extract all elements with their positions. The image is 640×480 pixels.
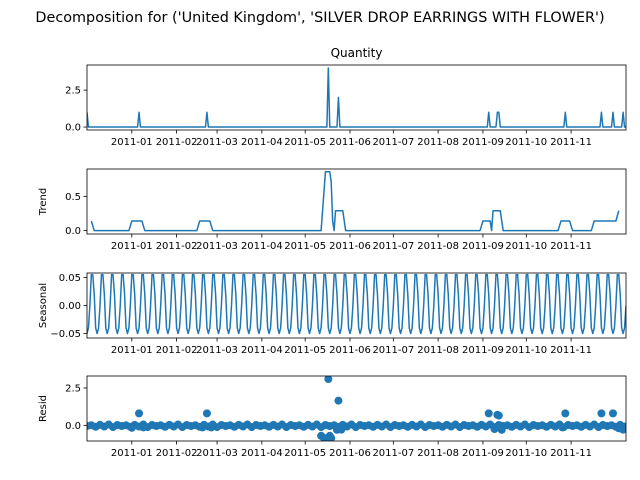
x-tick-label: 2011-03 [196,448,238,459]
resid-point [202,409,211,418]
x-tick-label: 2011-08 [417,345,459,356]
resid-point [558,423,567,432]
y-tick-label: 0.0 [65,123,81,134]
y-tick-label: 0.00 [59,301,81,312]
resid-point [608,409,617,418]
x-tick-label: 2011-05 [284,448,326,459]
plot-area [87,376,626,441]
x-tick-label: 2011-09 [462,345,504,356]
resid-point [561,409,570,418]
axes-frame [86,64,627,131]
seasonal-line [87,273,626,335]
x-tick-label: 2011-02 [156,241,198,252]
x-tick-label: 2011-10 [505,137,547,148]
x-tick-label: 2011-06 [329,241,371,252]
x-tick-label: 2011-06 [329,137,371,148]
x-tick-label: 2011-01 [111,137,153,148]
x-tick-label: 2011-02 [156,345,198,356]
figure-suptitle: Decomposition for ('United Kingdom', 'SI… [35,10,604,26]
quantity-line [87,67,626,128]
axes-frame [86,168,627,235]
resid-point [327,434,336,441]
panel-title: Quantity [331,46,383,60]
x-tick-label: 2011-01 [111,241,153,252]
resid-point [619,425,626,434]
y-tick-label: 0.05 [59,273,81,284]
plot-area [87,273,626,335]
x-tick-label: 2011-11 [550,137,592,148]
x-tick-label: 2011-02 [156,448,198,459]
x-tick-label: 2011-11 [550,241,592,252]
y-tick-label: 0.0 [65,226,81,237]
resid-point [494,411,503,420]
x-tick-label: 2011-01 [111,448,153,459]
x-tick-label: 2011-07 [372,241,414,252]
x-tick-label: 2011-11 [550,448,592,459]
x-tick-label: 2011-03 [196,241,238,252]
resid-point [334,396,343,405]
x-tick-label: 2011-04 [241,448,283,459]
y-tick-label: 2.5 [65,86,81,97]
x-tick-label: 2011-07 [372,448,414,459]
x-tick-label: 2011-08 [417,241,459,252]
x-tick-label: 2011-09 [462,137,504,148]
plot-area [87,67,626,128]
y-axis-label: Resid [38,395,49,422]
resid-point [337,425,346,434]
resid-point [484,409,493,418]
x-tick-label: 2011-10 [505,241,547,252]
y-tick-label: 2.5 [65,383,81,394]
x-tick-label: 2011-08 [417,448,459,459]
plot-area [90,170,620,232]
x-tick-label: 2011-06 [329,345,371,356]
x-tick-label: 2011-10 [505,345,547,356]
resid-point [497,425,506,434]
x-tick-label: 2011-01 [111,345,153,356]
resid-point [597,409,606,418]
x-tick-label: 2011-06 [329,448,371,459]
y-axis-label: Seasonal [38,283,49,328]
x-tick-label: 2011-03 [196,345,238,356]
x-tick-label: 2011-09 [462,241,504,252]
x-tick-label: 2011-07 [372,345,414,356]
trend-line [90,170,620,232]
x-tick-label: 2011-07 [372,137,414,148]
x-tick-label: 2011-08 [417,137,459,148]
x-tick-label: 2011-03 [196,137,238,148]
x-tick-label: 2011-04 [241,137,283,148]
y-tick-label: 0.5 [65,192,81,203]
x-tick-label: 2011-04 [241,345,283,356]
x-tick-label: 2011-10 [505,448,547,459]
resid-point [139,423,148,432]
x-tick-label: 2011-05 [284,345,326,356]
x-tick-label: 2011-02 [156,137,198,148]
resid-point [198,423,207,432]
x-tick-label: 2011-05 [284,137,326,148]
resid-point [207,423,216,432]
resid-point [135,409,144,418]
x-tick-label: 2011-09 [462,448,504,459]
x-tick-label: 2011-05 [284,241,326,252]
y-tick-label: −0.05 [50,329,81,340]
x-tick-label: 2011-04 [241,241,283,252]
resid-point [324,376,333,383]
axes-frame [86,375,627,442]
y-tick-label: 0.0 [65,421,81,432]
resid-point [127,423,136,432]
x-tick-label: 2011-11 [550,345,592,356]
resid-point [490,425,499,434]
y-axis-label: Trend [38,188,49,216]
